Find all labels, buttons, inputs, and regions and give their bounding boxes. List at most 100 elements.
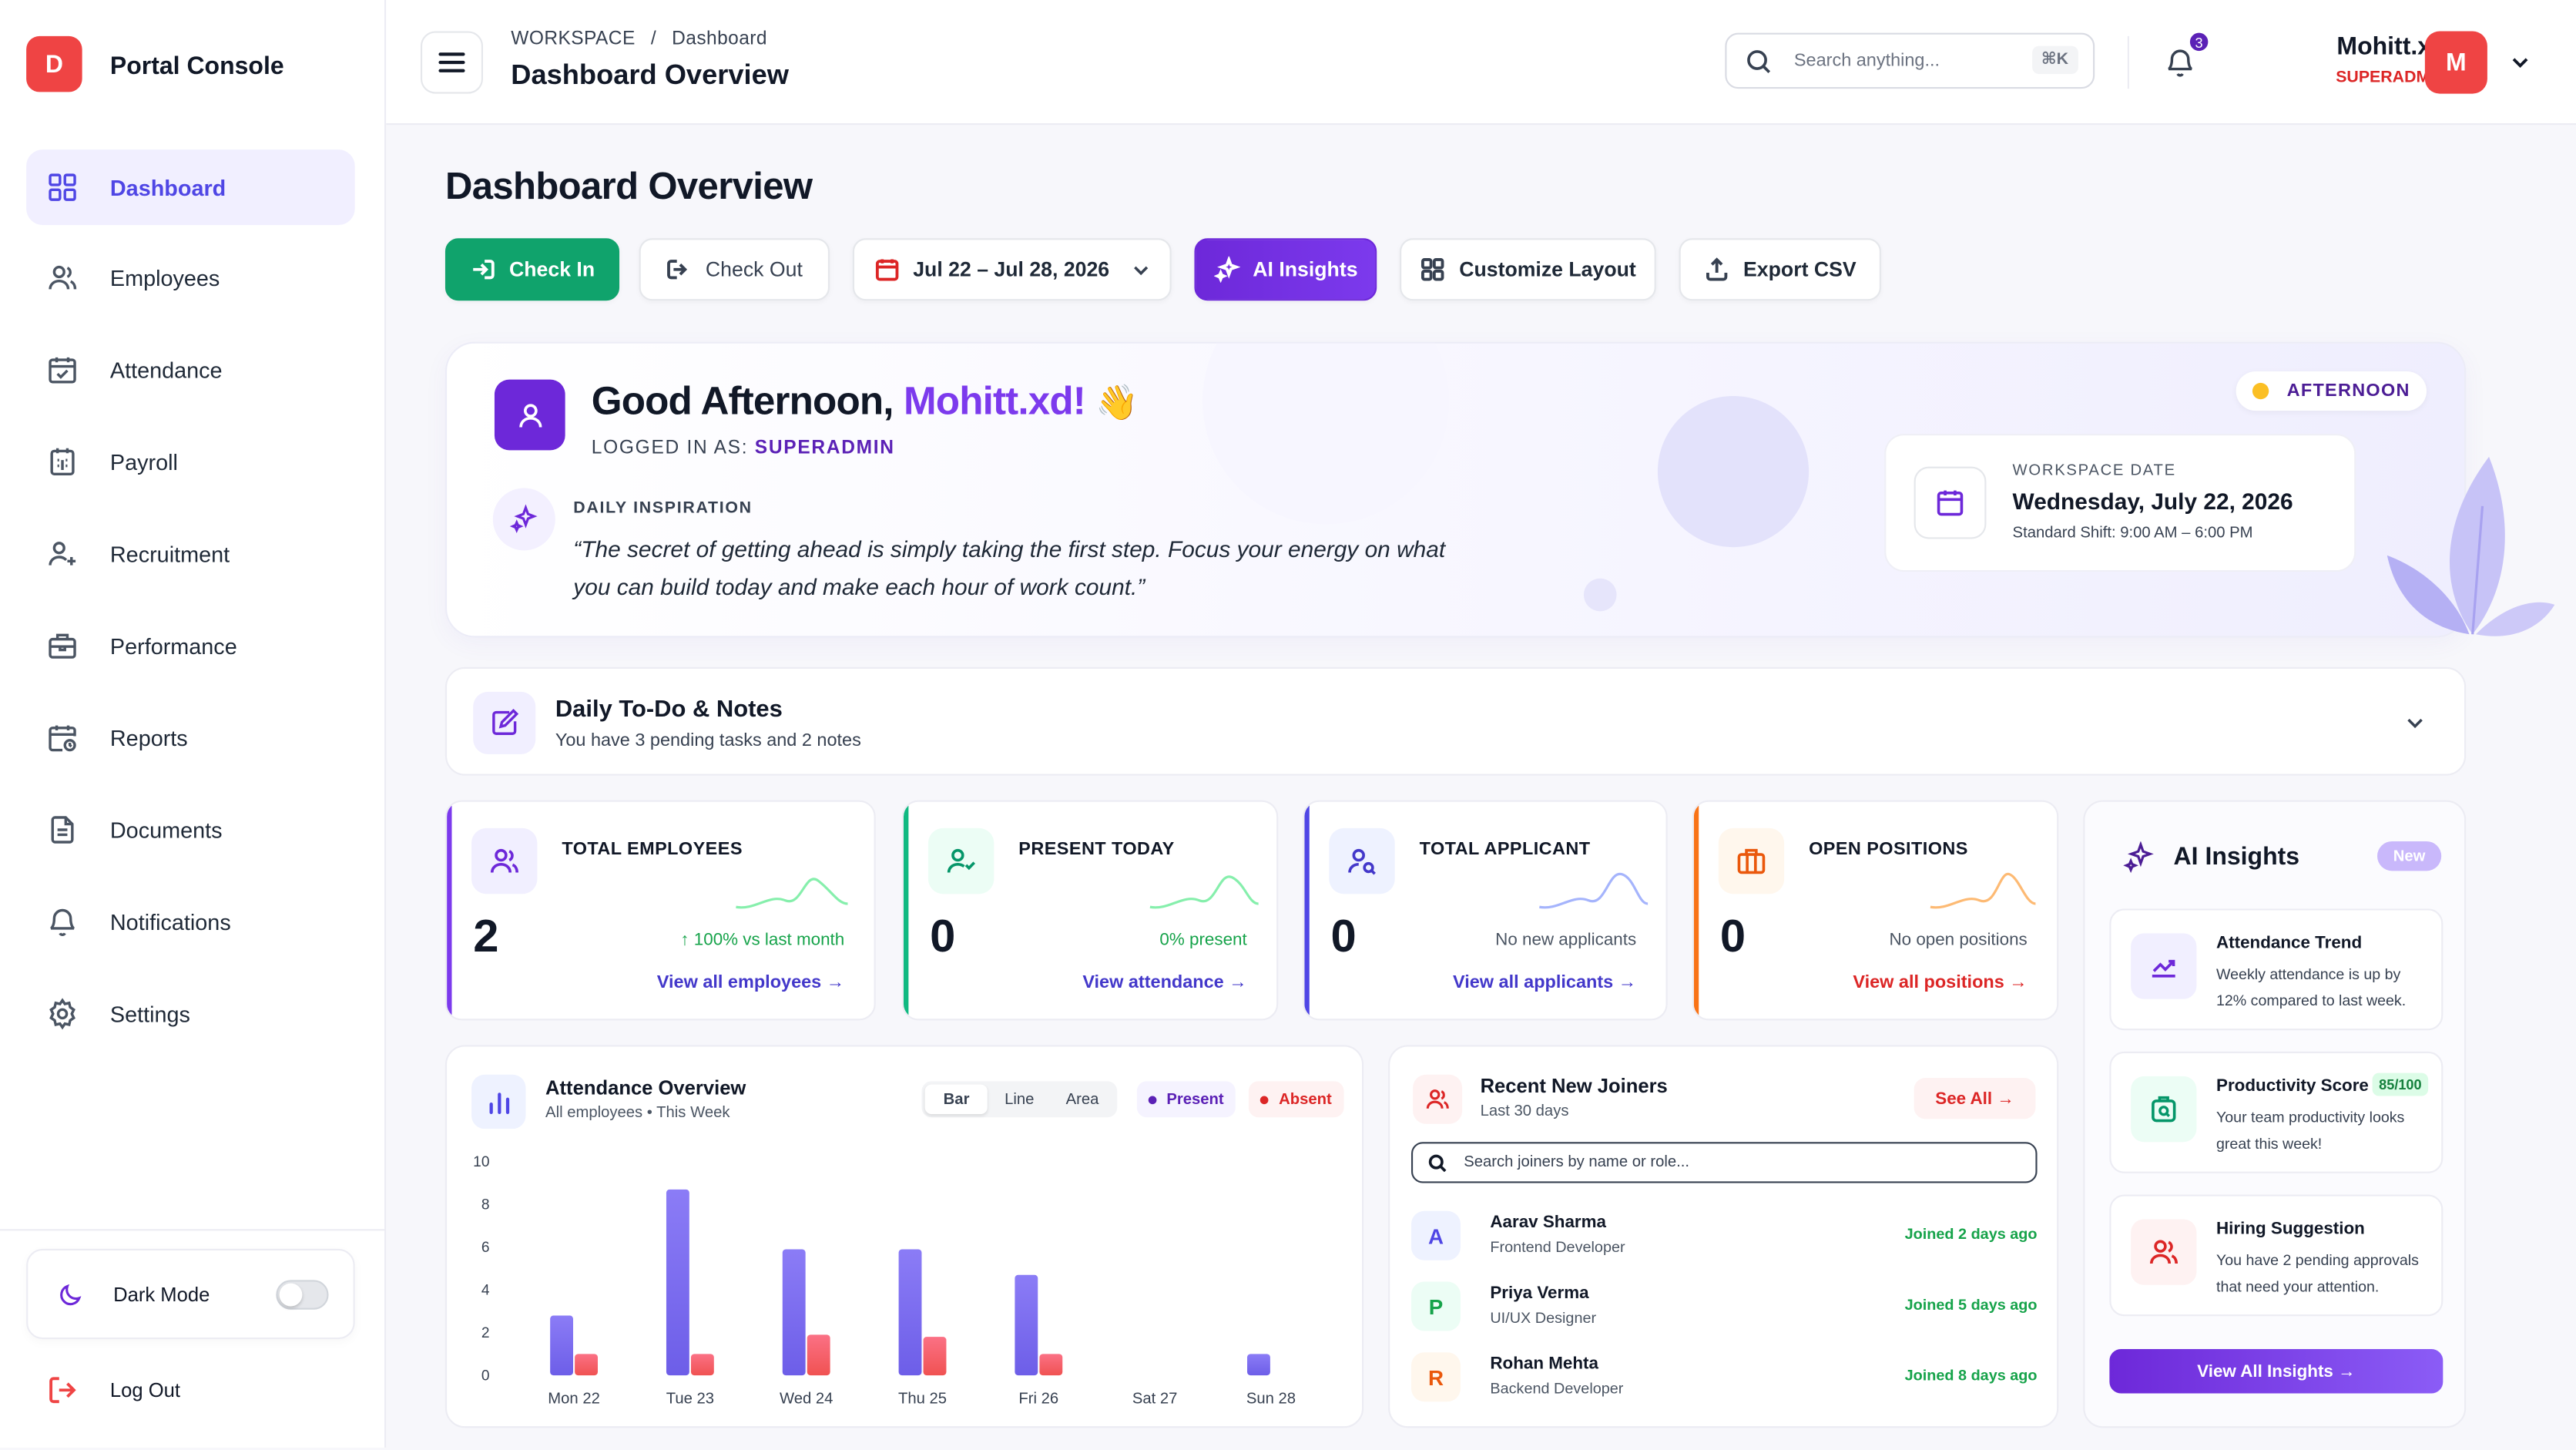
insight-description: Your team productivity looks great this … (2216, 1109, 2405, 1153)
logo: D (26, 35, 82, 92)
joiner-row[interactable]: R Rohan Mehta Backend Developer Joined 8… (1410, 1349, 2038, 1405)
decor-circle (1657, 395, 1810, 548)
view-tab-area[interactable]: Area (1065, 1090, 1099, 1109)
notifications-button[interactable] (2164, 46, 2197, 79)
user-name: Mohitt.xd (2336, 32, 2447, 61)
insight-title: Hiring Suggestion (2216, 1219, 2365, 1240)
check-in-button[interactable]: Check In (444, 238, 620, 301)
stat-value: 0 (1719, 910, 1746, 962)
legend-present[interactable]: Present (1136, 1081, 1236, 1118)
y-tick-label: 10 (473, 1154, 489, 1170)
todo-notes-panel[interactable]: Daily To-Do & Notes You have 3 pending t… (444, 666, 2467, 776)
see-all-joiners-button[interactable]: See All → (1914, 1078, 2036, 1119)
sparkles-icon (509, 504, 538, 533)
joiners-search-input[interactable]: Search joiners by name or role... (1410, 1142, 2038, 1183)
chart-view-switcher: Bar Line Area (921, 1081, 1118, 1118)
view-all-employees-link[interactable]: View all employees → (656, 972, 845, 993)
insight-card-hiring-suggestion[interactable]: Hiring Suggestion You have 2 pending app… (2109, 1194, 2444, 1317)
shift-hours: Standard Shift: 9:00 AM – 6:00 PM (2012, 524, 2253, 542)
insight-icon-wrap (2131, 933, 2197, 999)
bar-present-3 (898, 1249, 922, 1376)
attendance-overview-card: Attendance Overview All employees • This… (444, 1045, 1364, 1428)
users-icon (2149, 1240, 2179, 1264)
sidebar-item-settings[interactable]: Settings (26, 976, 355, 1052)
user-menu-chevron[interactable] (2511, 52, 2531, 72)
x-tick-label: Sat 27 (1132, 1390, 1178, 1407)
sidebar-item-attendance[interactable]: Attendance (26, 332, 355, 408)
calendar-clock-icon (49, 725, 76, 752)
check-out-button[interactable]: Check Out (639, 238, 830, 301)
leaf-decoration-icon (2386, 456, 2555, 636)
y-tick-label: 8 (481, 1197, 490, 1213)
sidebar-item-employees[interactable]: Employees (26, 240, 355, 315)
search-icon (1428, 1153, 1447, 1172)
joiner-avatar: A (1410, 1210, 1461, 1260)
x-tick-label: Tue 23 (666, 1390, 714, 1407)
sparkles-icon (1213, 256, 1240, 283)
insight-card-attendance-trend[interactable]: Attendance Trend Weekly attendance is up… (2109, 908, 2444, 1031)
day-period-badge: AFTERNOON (2236, 371, 2427, 411)
users-icon (1426, 1089, 1449, 1109)
workspace-date-value: Wednesday, July 22, 2026 (2012, 488, 2293, 515)
sidebar-item-documents[interactable]: Documents (26, 792, 355, 868)
date-range-picker[interactable]: Jul 22 – Jul 28, 2026 (852, 238, 1172, 301)
joiner-row[interactable]: A Aarav Sharma Frontend Developer Joined… (1410, 1208, 2038, 1264)
joiner-role: Backend Developer (1490, 1380, 1624, 1397)
global-search-input[interactable]: Search anything... ⌘K (1725, 32, 2095, 89)
export-csv-button[interactable]: Export CSV (1679, 238, 1881, 301)
decor-circle (1583, 578, 1617, 612)
view-all-positions-link[interactable]: View all positions → (1853, 972, 2028, 993)
sidebar-item-recruitment[interactable]: Recruitment (26, 516, 355, 592)
menu-toggle-button[interactable] (420, 31, 484, 94)
bar-absent-0 (575, 1354, 598, 1376)
date-range-label: Jul 22 – Jul 28, 2026 (913, 257, 1110, 281)
user-avatar-icon (494, 379, 565, 451)
joiner-role: UI/UX Designer (1490, 1309, 1597, 1327)
view-all-insights-button[interactable]: View All Insights → (2109, 1348, 2444, 1394)
check-out-label: Check Out (705, 257, 803, 281)
sidebar-item-dashboard[interactable]: Dashboard (26, 149, 355, 226)
logout-button[interactable]: Log Out (46, 1374, 180, 1407)
sidebar-item-reports[interactable]: Reports (26, 700, 355, 776)
joiner-row[interactable]: P Priya Verma UI/UX Designer Joined 5 da… (1410, 1278, 2038, 1334)
search-shortcut: ⌘K (2031, 45, 2078, 74)
sidebar-item-payroll[interactable]: Payroll (26, 424, 355, 499)
chevron-down-icon (2407, 718, 2423, 729)
stat-value: 0 (1330, 910, 1357, 962)
inspiration-label: DAILY INSPIRATION (573, 499, 753, 518)
joiner-joined-date: Joined 5 days ago (1904, 1296, 2038, 1314)
logout-label: Log Out (109, 1378, 180, 1402)
x-tick-label: Mon 22 (548, 1390, 600, 1407)
sidebar-item-performance[interactable]: Performance (26, 608, 355, 683)
legend-absent[interactable]: Absent (1248, 1081, 1344, 1118)
sidebar-item-notifications[interactable]: Notifications (26, 884, 355, 959)
insight-description: Weekly attendance is up by 12% compared … (2216, 966, 2407, 1009)
joiner-avatar: R (1410, 1352, 1461, 1402)
stat-accent-bar (1304, 801, 1310, 1019)
user-avatar[interactable]: M (2424, 31, 2487, 94)
insight-card-productivity-score[interactable]: Productivity Score 85/100 Your team prod… (2109, 1051, 2444, 1173)
view-all-applicants-link[interactable]: View all applicants → (1453, 972, 1637, 993)
user-icon (518, 403, 542, 427)
breadcrumb-root[interactable]: WORKSPACE (511, 29, 636, 49)
sparkline-icon (1149, 875, 1259, 909)
view-attendance-link[interactable]: View attendance → (1082, 972, 1247, 993)
y-tick-label: 2 (481, 1325, 490, 1341)
dark-mode-toggle[interactable] (276, 1280, 329, 1310)
joiner-joined-date: Joined 2 days ago (1904, 1225, 2038, 1243)
view-tab-line[interactable]: Line (1005, 1090, 1035, 1109)
customize-layout-button[interactable]: Customize Layout (1400, 238, 1656, 301)
todo-subtitle: You have 3 pending tasks and 2 notes (555, 731, 861, 751)
joiners-title: Recent New Joiners (1480, 1074, 1668, 1098)
sidebar-item-label: Employees (109, 265, 220, 290)
user-search-icon (1348, 848, 1376, 875)
dark-mode-label: Dark Mode (113, 1282, 210, 1306)
ai-insights-button[interactable]: AI Insights (1194, 238, 1377, 301)
view-tab-bar[interactable]: Bar (924, 1084, 988, 1114)
joiner-name: Priya Verma (1490, 1283, 1589, 1304)
bar-absent-1 (690, 1354, 714, 1376)
todo-expand-toggle[interactable] (2403, 711, 2427, 734)
sparkline-icon (1539, 872, 1649, 909)
sparkline-icon (736, 878, 848, 909)
notes-edit-icon (492, 708, 519, 735)
